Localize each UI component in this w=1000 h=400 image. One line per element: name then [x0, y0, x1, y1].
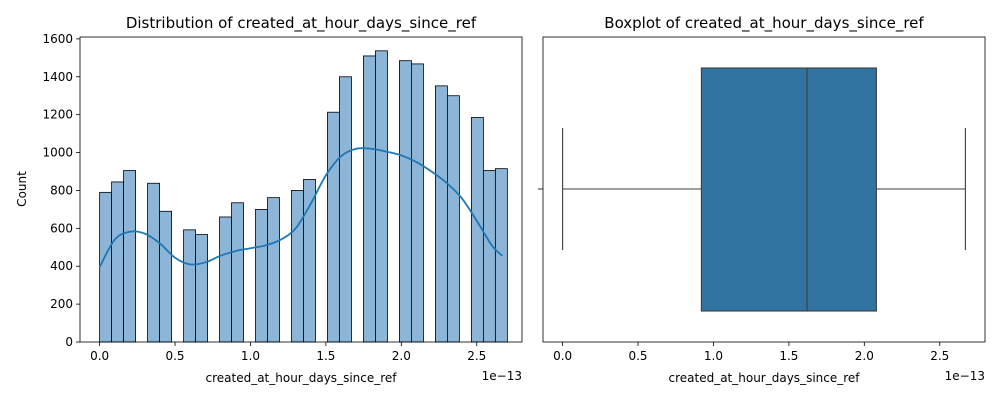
x-tick-label: 1.0 — [704, 349, 723, 363]
histogram-bar — [123, 170, 136, 343]
histogram-frame — [79, 36, 523, 343]
y-tick-label: 0 — [65, 335, 73, 349]
y-tick-label: 1600 — [42, 32, 73, 46]
histogram-y-axis-label: Count — [15, 171, 29, 207]
x-tick-label: 2.0 — [855, 349, 874, 363]
y-tick-label: 1400 — [42, 70, 73, 84]
x-tick-label: 2.5 — [930, 349, 949, 363]
x-tick-label: 0.0 — [90, 349, 109, 363]
histogram-bar — [99, 191, 113, 343]
boxplot-x-axis-ticks: 0.0 0.5 1.0 1.5 2.0 2.5 — [553, 342, 949, 363]
histogram-bar — [267, 197, 280, 343]
histogram-bar — [339, 76, 352, 343]
histogram-bar — [411, 63, 424, 343]
histogram-bar — [231, 202, 244, 343]
boxplot-frame — [542, 36, 986, 343]
x-tick-label: 0.0 — [553, 349, 572, 363]
y-axis-ticks: 0 200 400 600 800 1000 1200 1400 1600 — [42, 32, 80, 349]
x-tick-label: 2.0 — [392, 349, 411, 363]
histogram-bar — [327, 111, 340, 343]
x-tick-label: 0.5 — [165, 349, 184, 363]
histogram-x-axis-label: created_at_hour_days_since_ref — [205, 371, 397, 385]
y-tick-label: 600 — [50, 221, 73, 235]
histogram-bar — [303, 179, 316, 343]
histogram-bar — [435, 85, 448, 343]
boxplot-x-offset-label: 1e−13 — [945, 369, 985, 383]
histogram-bar — [111, 181, 124, 343]
y-tick-label: 1000 — [42, 146, 73, 160]
x-tick-label: 1.5 — [779, 349, 798, 363]
iqr-box — [700, 67, 877, 312]
histogram-bar — [363, 55, 376, 343]
y-tick-label: 400 — [50, 259, 73, 273]
histogram-bar — [291, 190, 304, 343]
histogram-bar — [219, 216, 232, 343]
y-tick-label: 800 — [50, 183, 73, 197]
boxplot-title: Boxplot of created_at_hour_days_since_re… — [604, 14, 924, 33]
boxplot-shapes — [562, 67, 966, 312]
boxplot-x-axis-label: created_at_hour_days_since_ref — [668, 371, 860, 385]
x-tick-label: 2.5 — [467, 349, 486, 363]
histogram-bar — [255, 208, 268, 343]
y-tick-label: 200 — [50, 297, 73, 311]
histogram-panel: Distribution of created_at_hour_days_sin… — [15, 14, 523, 385]
x-axis-ticks: 0.0 0.5 1.0 1.5 2.0 2.5 — [90, 342, 486, 363]
histogram-bar — [159, 210, 172, 343]
histogram-bar — [375, 50, 388, 343]
histogram-x-offset-label: 1e−13 — [482, 369, 522, 383]
kde-curve — [98, 147, 504, 268]
histogram-title: Distribution of created_at_hour_days_sin… — [126, 14, 477, 33]
histogram-bar — [482, 170, 496, 343]
x-tick-label: 1.0 — [241, 349, 260, 363]
histogram-bars — [99, 50, 508, 343]
boxplot-panel: Boxplot of created_at_hour_days_since_re… — [538, 14, 986, 385]
histogram-bar — [399, 60, 412, 343]
histogram-bar — [447, 95, 460, 343]
histogram-bar — [147, 182, 160, 343]
x-tick-label: 1.5 — [316, 349, 335, 363]
y-tick-label: 1200 — [42, 108, 73, 122]
histogram-bar — [183, 229, 196, 343]
x-tick-label: 0.5 — [628, 349, 647, 363]
histogram-bar — [195, 234, 208, 343]
